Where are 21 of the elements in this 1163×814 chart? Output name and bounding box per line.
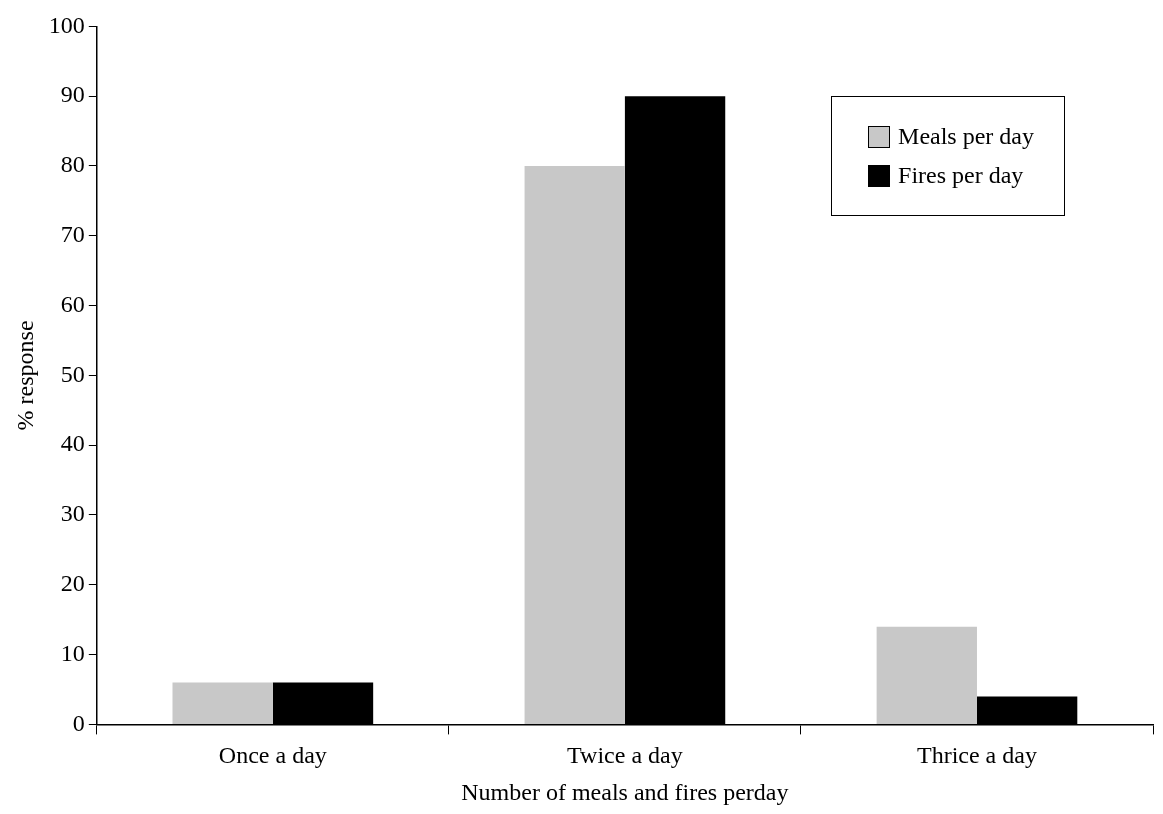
x-tick-label: Once a day bbox=[218, 742, 327, 769]
y-tick-label: 0 bbox=[72, 709, 85, 736]
y-tick-label: 50 bbox=[60, 360, 85, 387]
bar bbox=[172, 682, 273, 724]
bar bbox=[524, 166, 625, 724]
y-tick-label: 20 bbox=[60, 570, 85, 597]
x-tick-label: Thrice a day bbox=[917, 742, 1037, 769]
legend-label: Meals per day bbox=[898, 123, 1034, 151]
bar bbox=[876, 626, 977, 724]
y-tick-label: 60 bbox=[60, 290, 85, 317]
x-tick-label: Twice a day bbox=[567, 742, 683, 769]
y-axis-title: % response bbox=[11, 320, 38, 431]
y-tick-label: 90 bbox=[60, 81, 85, 108]
legend-label: Fires per day bbox=[898, 162, 1024, 190]
y-tick-label: 30 bbox=[60, 500, 85, 527]
y-tick-label: 70 bbox=[60, 221, 85, 248]
y-tick-label: 100 bbox=[48, 11, 85, 38]
y-tick-label: 10 bbox=[60, 639, 85, 666]
y-tick-label: 40 bbox=[60, 430, 85, 457]
y-tick-label: 80 bbox=[60, 151, 85, 178]
x-axis-title: Number of meals and fires perday bbox=[461, 778, 789, 805]
